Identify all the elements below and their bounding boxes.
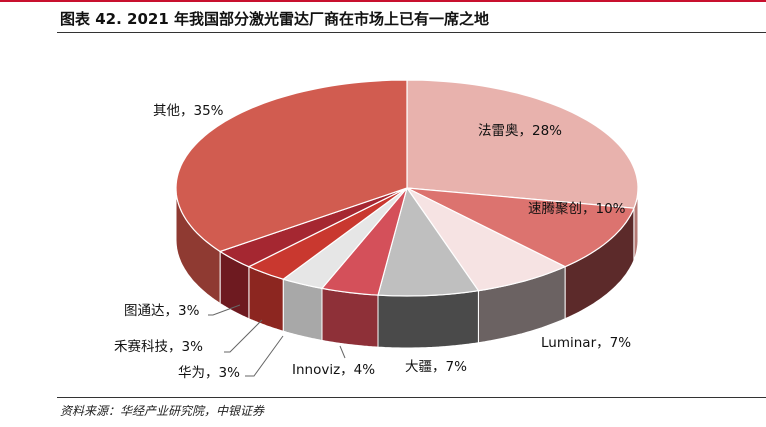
leader-line-7 [208, 304, 241, 316]
pie-slice-8 [175, 79, 408, 253]
pie-side-4 [321, 287, 379, 348]
pie-sides [175, 187, 639, 349]
pie-slice-2 [406, 187, 567, 292]
pie-side-5 [282, 278, 323, 341]
pie-slice-5 [281, 187, 408, 290]
pie-side-3 [377, 290, 479, 349]
data-label-0: 法雷奥，28% [478, 122, 562, 139]
source-rule [57, 397, 766, 398]
leader-line-4 [339, 345, 346, 359]
top-accent-bar [0, 0, 766, 2]
pie-slice-7 [218, 187, 408, 268]
source-note: 资料来源：华经产业研究院，中银证券 [60, 404, 265, 418]
pie-slice-4 [320, 187, 408, 296]
title-rule [57, 32, 766, 33]
data-label-2: Luminar，7% [541, 335, 631, 351]
data-label-4: Innoviz，4% [292, 362, 375, 378]
pie-slice-1 [406, 187, 635, 268]
data-label-6: 禾赛科技，3% [114, 339, 203, 355]
leader-line-6 [224, 319, 263, 353]
data-label-3: 大疆，7% [405, 359, 467, 375]
data-label-5: 华为，3% [178, 365, 240, 381]
pie-tops: 法雷奥，28% 速腾聚创，10% Luminar，7% 大疆，7% Innoviz，4%… [114, 79, 639, 381]
data-label-1: 速腾聚创，10% [528, 200, 626, 217]
chart-title: 图表 42. 2021 年我国部分激光雷达厂商在市场上已有一席之地 [60, 10, 489, 28]
data-label-7: 图通达，3% [124, 303, 200, 319]
pie-slice-6 [247, 187, 408, 280]
pie-slice-0 [406, 79, 639, 209]
leader-line-5 [245, 335, 284, 377]
data-label-8: 其他，35% [153, 103, 224, 119]
pie-slice-3 [377, 186, 480, 297]
